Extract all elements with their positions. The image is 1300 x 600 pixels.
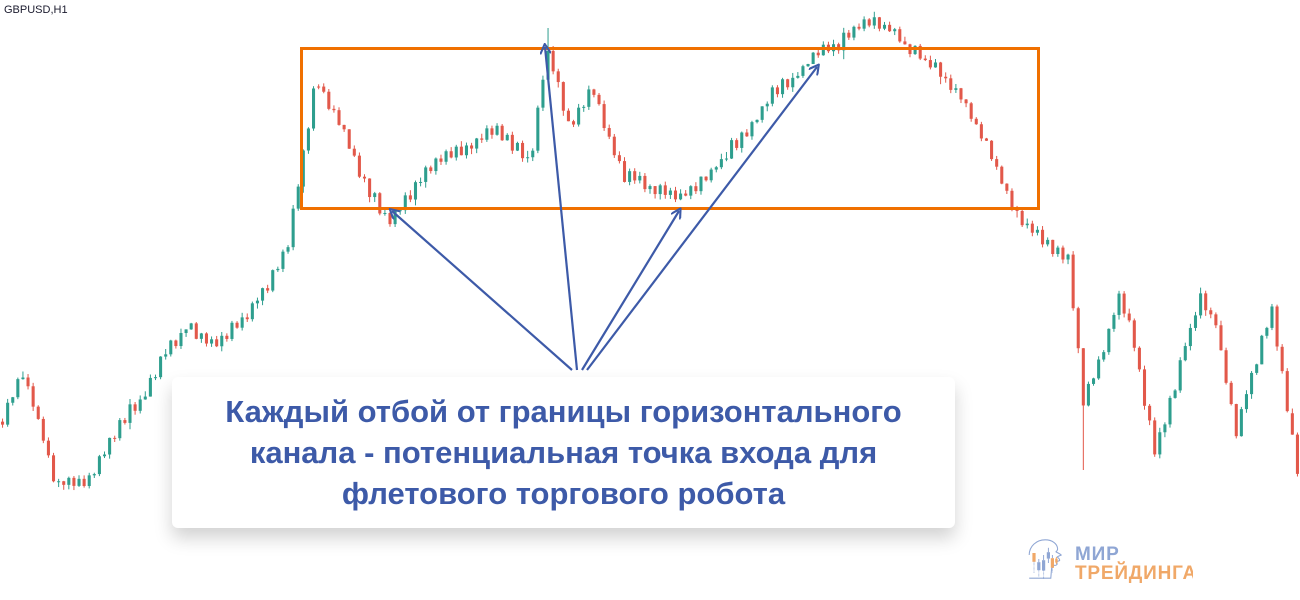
svg-text:МИР: МИР [1075, 544, 1120, 565]
svg-text:ТРЕЙДИНГА: ТРЕЙДИНГА [1075, 562, 1193, 584]
